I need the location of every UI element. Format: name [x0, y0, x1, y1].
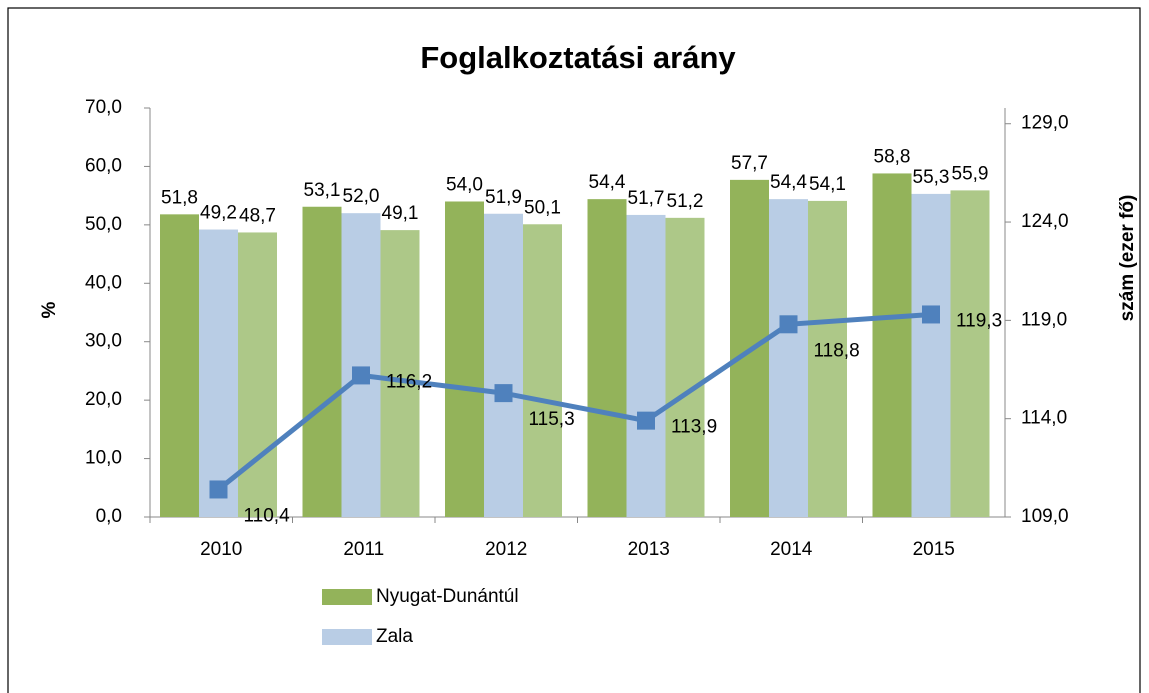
y-tick-label: 0,0 [96, 506, 122, 527]
data-label: 51,8 [161, 187, 198, 208]
y-tick-label: 40,0 [85, 272, 122, 293]
x-tick-label: 2014 [770, 539, 813, 560]
bar [199, 229, 238, 517]
legend-label: Nyugat-Dunántúl [376, 586, 519, 607]
y2-tick-label: 114,0 [1021, 408, 1067, 429]
data-label: 49,1 [382, 203, 419, 224]
chart-title: Foglalkoztatási arány [420, 40, 736, 75]
data-label: 58,8 [874, 146, 911, 167]
y-tick-label: 50,0 [85, 214, 122, 235]
y2-tick-label: 124,0 [1021, 211, 1069, 232]
bar [341, 213, 381, 517]
data-label: 49,2 [200, 203, 237, 224]
data-label: 51,2 [667, 191, 704, 212]
data-label: 51,7 [628, 188, 665, 209]
bar [587, 199, 627, 518]
y-tick-label: 60,0 [85, 155, 122, 176]
bar [484, 213, 523, 517]
data-label: 54,4 [589, 172, 626, 193]
bar [160, 214, 199, 517]
bar [380, 230, 420, 517]
data-label: 50,1 [524, 197, 561, 218]
x-tick-label: 2012 [485, 539, 527, 560]
x-tick-label: 2010 [200, 539, 242, 560]
data-label: 115,3 [529, 409, 575, 430]
line-marker [637, 411, 655, 430]
x-tick-label: 2011 [343, 539, 384, 560]
legend-swatch [322, 589, 372, 605]
y2-axis-label: szám (ezer fő) [1117, 195, 1138, 322]
bar [769, 199, 808, 518]
x-tick-label: 2015 [913, 539, 955, 560]
data-label: 110,4 [244, 505, 291, 526]
bar [808, 200, 847, 517]
line-marker [494, 384, 513, 403]
data-label: 116,2 [386, 371, 432, 392]
bar [911, 193, 951, 517]
data-label: 51,9 [485, 187, 522, 208]
legend-swatch [322, 629, 372, 645]
y2-tick-label: 109,0 [1021, 506, 1069, 527]
data-label: 54,1 [809, 174, 846, 195]
y2-tick-label: 119,0 [1021, 309, 1067, 330]
data-label: 54,0 [446, 175, 483, 196]
bar [302, 206, 342, 517]
data-label: 118,8 [814, 340, 860, 361]
y-tick-label: 10,0 [85, 448, 122, 469]
y-axis-label: % [39, 301, 60, 318]
data-label: 55,9 [952, 163, 989, 184]
bar [950, 190, 990, 518]
line-marker [922, 305, 940, 324]
data-label: 113,9 [671, 417, 717, 438]
legend-label: Zala [376, 626, 413, 647]
line-marker [209, 480, 228, 499]
y2-tick-label: 129,0 [1021, 113, 1069, 134]
bar [238, 232, 277, 517]
bar [445, 201, 484, 517]
data-label: 52,0 [343, 186, 380, 207]
bar [665, 217, 705, 518]
y-tick-label: 20,0 [85, 389, 122, 410]
bar [872, 173, 912, 517]
line [216, 311, 932, 492]
data-label: 57,7 [731, 153, 768, 174]
bar [523, 224, 562, 517]
data-label: 53,1 [304, 180, 341, 201]
data-label: 119,3 [956, 310, 1002, 331]
x-tick-label: 2013 [628, 539, 670, 560]
y-tick-label: 70,0 [85, 97, 122, 118]
bar [626, 214, 666, 517]
data-label: 54,4 [770, 172, 807, 193]
data-label: 48,7 [239, 205, 276, 226]
line-marker [352, 366, 370, 385]
data-label: 55,3 [913, 167, 950, 188]
line-marker [779, 315, 798, 334]
y-tick-label: 30,0 [85, 331, 122, 352]
